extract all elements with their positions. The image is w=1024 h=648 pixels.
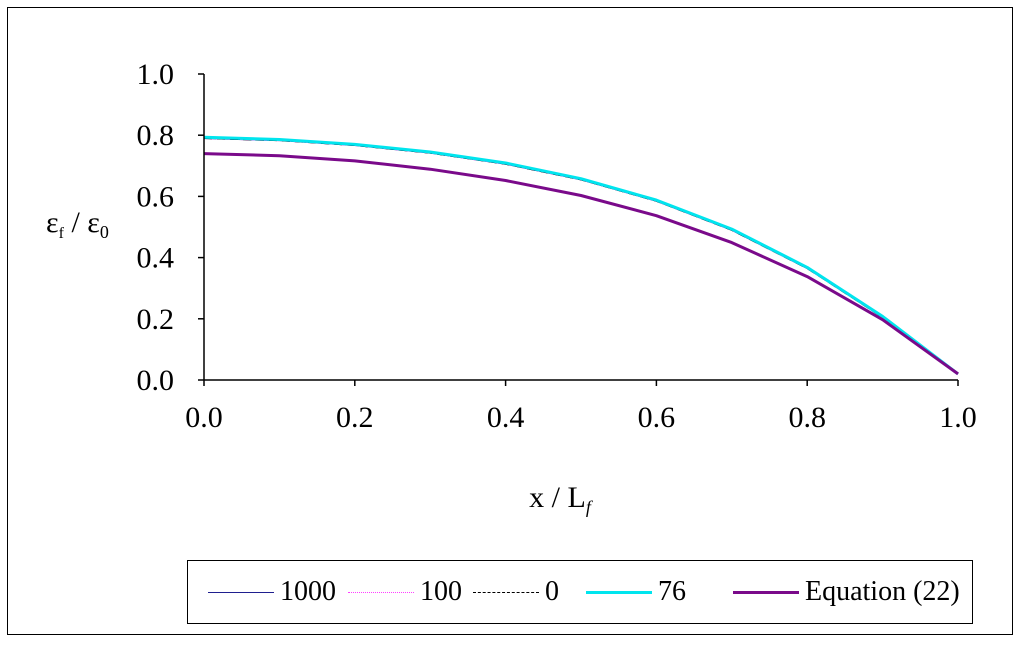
y-tick-label: 1.0	[137, 58, 175, 91]
legend-item: 76	[586, 561, 686, 623]
legend-item: 0	[473, 561, 559, 623]
x-tick-label: 0.6	[638, 401, 676, 434]
chart-frame	[7, 7, 1013, 635]
y-ticks: 0.0 0.2 0.4 0.6 0.8 1.0	[137, 58, 204, 397]
x-tick-label: 0.4	[487, 401, 525, 434]
legend: 1000 100 0 76 Equation (22)	[187, 560, 973, 624]
legend-swatch	[586, 590, 652, 594]
y-tick-label: 0.8	[137, 119, 175, 152]
series-line-76	[203, 135, 959, 376]
legend-swatch	[208, 591, 274, 593]
series-line-100	[203, 137, 959, 375]
y-tick-label: 0.2	[137, 303, 175, 336]
legend-label: 1000	[280, 576, 336, 607]
y-tick-label: 0.4	[137, 242, 175, 275]
legend-swatch	[348, 591, 414, 593]
x-tick-label: 0.2	[336, 401, 374, 434]
legend-label: Equation (22)	[805, 576, 960, 607]
plot-lines	[203, 135, 959, 376]
x-axis-title: x / Lf	[529, 481, 594, 517]
legend-label: 100	[420, 576, 462, 607]
x-tick-label: 0.8	[788, 401, 826, 434]
y-tick-label: 0.6	[137, 180, 175, 213]
x-tick-label: 1.0	[939, 401, 977, 434]
series-line-0	[203, 137, 959, 375]
legend-label: 0	[545, 576, 559, 607]
y-axis-title: εf / ε0	[46, 206, 109, 242]
x-ticks: 0.0 0.2 0.4 0.6 0.8 1.0	[185, 380, 977, 434]
series-line-equation-22	[203, 152, 959, 376]
legend-item: Equation (22)	[733, 561, 960, 623]
legend-item: 100	[348, 561, 462, 623]
legend-item: 1000	[208, 561, 336, 623]
y-tick-label: 0.0	[137, 364, 175, 397]
legend-swatch	[733, 590, 799, 594]
series-line-1000	[203, 137, 959, 375]
x-tick-label: 0.0	[185, 401, 223, 434]
legend-label: 76	[658, 576, 686, 607]
legend-swatch	[473, 591, 539, 593]
